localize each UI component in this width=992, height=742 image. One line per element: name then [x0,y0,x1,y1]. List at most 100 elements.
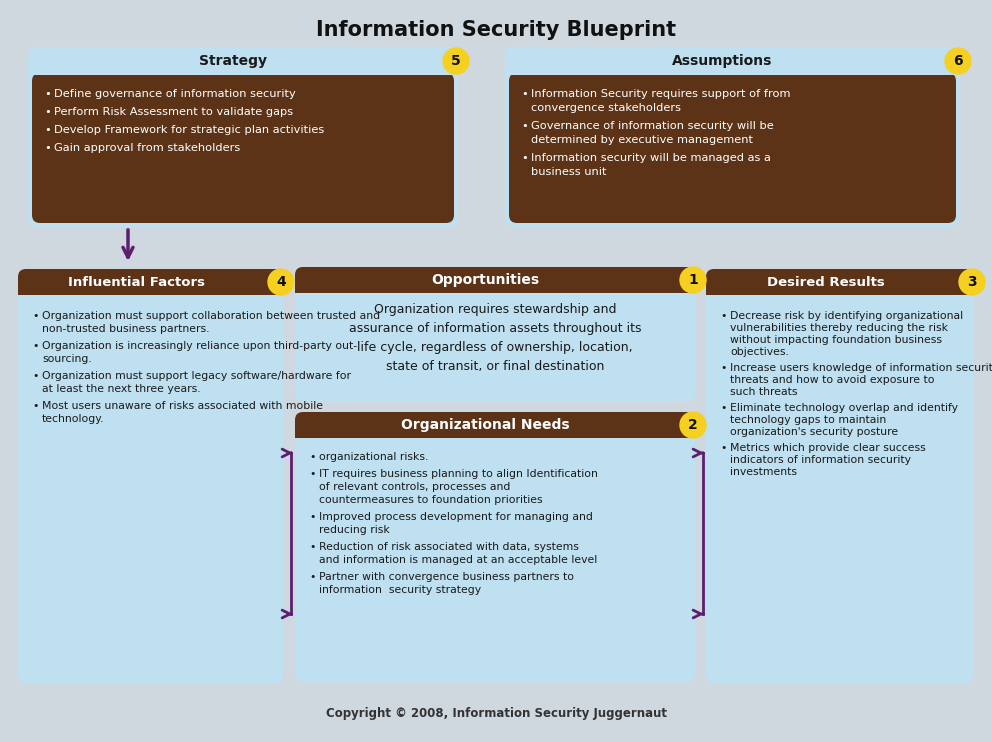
Text: •: • [309,572,315,582]
Text: Reduction of risk associated with data, systems: Reduction of risk associated with data, … [319,542,579,552]
Text: indicators of information security: indicators of information security [730,455,911,465]
Text: 6: 6 [953,54,963,68]
Text: •: • [521,89,528,99]
Text: technology gaps to maintain: technology gaps to maintain [730,415,886,425]
Text: Organization is increasingly reliance upon third-party out-: Organization is increasingly reliance up… [42,341,357,351]
Text: vulnerabilities thereby reducing the risk: vulnerabilities thereby reducing the ris… [730,323,948,333]
Text: •: • [720,311,726,321]
Circle shape [680,267,706,293]
Text: determined by executive management: determined by executive management [531,135,753,145]
Text: Information Security Blueprint: Information Security Blueprint [315,20,677,40]
Text: Eliminate technology overlap and identify: Eliminate technology overlap and identif… [730,403,958,413]
Text: •: • [44,107,51,117]
Text: Opportunities: Opportunities [431,273,539,287]
Text: •: • [720,403,726,413]
Text: Increase users knowledge of information security: Increase users knowledge of information … [730,363,992,373]
FancyBboxPatch shape [295,267,695,402]
Text: IT requires business planning to align Identification: IT requires business planning to align I… [319,469,598,479]
Text: Organization requires stewardship and
assurance of information assets throughout: Organization requires stewardship and as… [349,303,641,373]
FancyBboxPatch shape [28,47,458,227]
Text: Governance of information security will be: Governance of information security will … [531,121,774,131]
Text: •: • [32,401,39,411]
Text: objectives.: objectives. [730,347,789,357]
Text: technology.: technology. [42,414,104,424]
Text: Most users unaware of risks associated with mobile: Most users unaware of risks associated w… [42,401,323,411]
FancyBboxPatch shape [505,47,960,227]
FancyBboxPatch shape [18,269,283,295]
Text: Organization must support collaboration between trusted and: Organization must support collaboration … [42,311,380,321]
Text: 2: 2 [688,418,698,432]
Bar [295,280,695,293]
Text: •: • [309,512,315,522]
Text: convergence stakeholders: convergence stakeholders [531,103,681,113]
Text: •: • [32,341,39,351]
Text: Copyright © 2008, Information Security Juggernaut: Copyright © 2008, Information Security J… [325,708,667,720]
Circle shape [268,269,294,295]
FancyBboxPatch shape [295,267,695,293]
FancyBboxPatch shape [706,269,974,684]
Text: organizational risks.: organizational risks. [319,452,429,462]
FancyBboxPatch shape [505,47,960,75]
FancyBboxPatch shape [295,412,695,682]
Text: non-trusted business partners.: non-trusted business partners. [42,324,209,334]
Text: Define governance of information security: Define governance of information securit… [54,89,296,99]
Text: reducing risk: reducing risk [319,525,390,535]
Text: business unit: business unit [531,167,606,177]
Text: •: • [720,363,726,373]
Text: of relevant controls, processes and: of relevant controls, processes and [319,482,510,492]
Text: Assumptions: Assumptions [673,54,773,68]
Text: investments: investments [730,467,797,477]
FancyBboxPatch shape [509,73,956,223]
Text: Develop Framework for strategic plan activities: Develop Framework for strategic plan act… [54,125,324,135]
FancyBboxPatch shape [18,269,283,684]
Text: Information security will be managed as a: Information security will be managed as … [531,153,771,163]
Text: Decrease risk by identifying organizational: Decrease risk by identifying organizatio… [730,311,963,321]
Text: Improved process development for managing and: Improved process development for managin… [319,512,593,522]
Text: •: • [32,311,39,321]
FancyBboxPatch shape [295,412,695,438]
Bar [706,282,974,295]
Text: organization's security posture: organization's security posture [730,427,898,437]
Circle shape [443,48,469,74]
Text: Organization must support legacy software/hardware for: Organization must support legacy softwar… [42,371,351,381]
Text: Organizational Needs: Organizational Needs [401,418,569,432]
Text: Information Security requires support of from: Information Security requires support of… [531,89,791,99]
Text: •: • [32,371,39,381]
Text: •: • [309,542,315,552]
Text: Desired Results: Desired Results [767,275,885,289]
Bar [18,282,283,295]
Text: Perform Risk Assessment to validate gaps: Perform Risk Assessment to validate gaps [54,107,293,117]
Circle shape [945,48,971,74]
Text: •: • [521,153,528,163]
Text: 1: 1 [688,273,698,287]
Text: Gain approval from stakeholders: Gain approval from stakeholders [54,143,240,153]
Circle shape [959,269,985,295]
Text: at least the next three years.: at least the next three years. [42,384,200,394]
Text: 5: 5 [451,54,461,68]
Text: information  security strategy: information security strategy [319,585,481,595]
Bar [505,61,960,75]
FancyBboxPatch shape [32,73,454,223]
Text: such threats: such threats [730,387,798,397]
Text: and information is managed at an acceptable level: and information is managed at an accepta… [319,555,597,565]
Text: •: • [720,443,726,453]
Text: •: • [44,125,51,135]
Text: •: • [309,452,315,462]
FancyBboxPatch shape [28,47,458,75]
Text: threats and how to avoid exposure to: threats and how to avoid exposure to [730,375,934,385]
Text: without impacting foundation business: without impacting foundation business [730,335,942,345]
Text: •: • [521,121,528,131]
FancyBboxPatch shape [706,269,974,295]
Text: Strategy: Strategy [199,54,267,68]
Text: Influential Factors: Influential Factors [68,275,205,289]
Text: sourcing.: sourcing. [42,354,91,364]
Text: 4: 4 [276,275,286,289]
Text: •: • [44,143,51,153]
Text: Metrics which provide clear success: Metrics which provide clear success [730,443,926,453]
Text: •: • [309,469,315,479]
Bar [28,61,458,75]
Text: •: • [44,89,51,99]
Text: countermeasures to foundation priorities: countermeasures to foundation priorities [319,495,543,505]
Text: Partner with convergence business partners to: Partner with convergence business partne… [319,572,574,582]
Bar [295,425,695,438]
